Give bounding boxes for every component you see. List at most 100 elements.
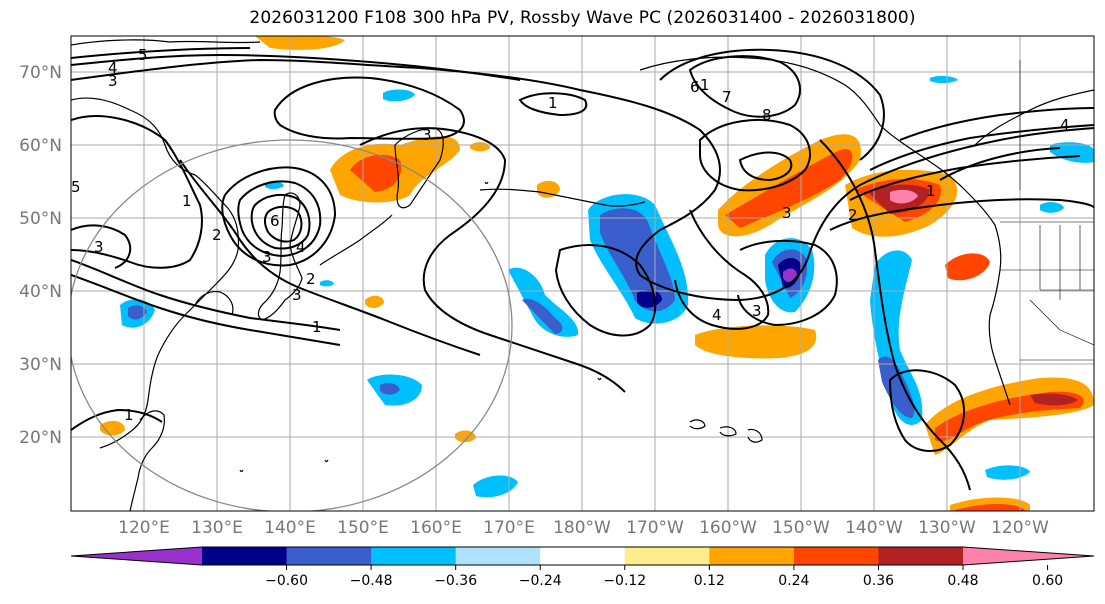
lon-label: 120°E	[118, 518, 170, 538]
contour-label: 3	[752, 302, 762, 320]
colorbar-swatch	[878, 547, 964, 565]
positive-anomaly	[955, 504, 1025, 511]
longitude-labels: 120°E 130°E 140°E 150°E 160°E 170°E 180°…	[118, 518, 1049, 538]
positive-anomaly	[695, 325, 817, 359]
philippines-coastline	[129, 410, 165, 511]
pv-contour	[71, 53, 521, 81]
colorbar-tick-label: 0.12	[694, 573, 725, 589]
map-frame	[70, 35, 1095, 512]
coastlines	[71, 39, 1094, 511]
contour-label: 3	[292, 286, 302, 304]
contour-label: 4	[296, 238, 306, 256]
pv-contour	[71, 259, 341, 331]
contour-labels: 5 4 3 1 1 2 3 3 6 4 3 2 1 1 8 7 6 4 3 4 …	[71, 46, 1070, 424]
lon-label: 170°W	[626, 518, 684, 538]
contour-label: 3	[422, 126, 432, 144]
colorbar-swatch	[793, 547, 879, 565]
pv-contour	[939, 147, 1061, 181]
colorbar-tick-label: −0.60	[265, 573, 308, 589]
contour-label: 4	[712, 306, 722, 324]
lat-label: 50°N	[19, 209, 62, 229]
colorbar-tick-label: −0.12	[603, 573, 646, 589]
lon-label: 140°E	[264, 518, 316, 538]
contour-label: 1	[182, 192, 192, 210]
contour-label: 8	[762, 106, 772, 124]
japan-coastline	[257, 192, 303, 321]
contour-label: 6	[270, 212, 280, 230]
contour-label: 5	[71, 178, 81, 196]
colorbar-tick-label: −0.36	[434, 573, 477, 589]
pv-contour	[699, 119, 811, 192]
colorbar-tick-label: 0.60	[1032, 573, 1063, 589]
map-title: 2026031200 F108 300 hPa PV, Rossby Wave …	[249, 8, 916, 28]
lon-label: 130°E	[191, 518, 243, 538]
colorbar-extension-high	[963, 547, 1094, 565]
colorbar-tick-label: 0.24	[778, 573, 809, 589]
lon-label: 150°E	[337, 518, 389, 538]
pv-contour	[829, 198, 1094, 231]
lon-label: 170°E	[483, 518, 535, 538]
lon-label: 150°W	[772, 518, 830, 538]
negative-anomaly	[930, 75, 958, 84]
colorbar-tick-label: 0.36	[863, 573, 894, 589]
colorbar-extension-low	[71, 547, 202, 565]
pv-contour	[738, 151, 793, 182]
positive-anomaly	[945, 253, 990, 281]
pv-contour	[518, 92, 588, 117]
negative-anomaly	[508, 267, 579, 337]
pv-contour	[359, 127, 626, 393]
negative-anomaly	[128, 305, 147, 320]
pv-contour	[273, 76, 465, 140]
lat-label: 30°N	[19, 355, 62, 375]
pacific-small-islands	[239, 181, 602, 473]
contour-label: 4	[108, 59, 118, 77]
negative-anomaly	[985, 465, 1030, 480]
pv-contour	[869, 124, 1094, 171]
positive-anomaly	[255, 36, 345, 50]
pv-contour	[554, 244, 657, 337]
pv-contour	[659, 48, 885, 161]
positive-anomaly	[470, 142, 490, 152]
hawaii-islands	[689, 419, 763, 443]
contour-label: 1	[548, 94, 558, 112]
lon-label: 180°W	[553, 518, 611, 538]
pv-contour	[849, 155, 1081, 201]
positive-anomaly	[1030, 393, 1078, 406]
negative-anomaly	[380, 382, 400, 395]
negative-anomaly	[1040, 202, 1064, 213]
negative-anomaly	[320, 280, 334, 287]
negative-anomaly	[878, 356, 915, 418]
pv-contour	[250, 193, 311, 250]
positive-anomaly	[365, 295, 384, 308]
pv-contour	[221, 166, 337, 267]
pv-contour	[71, 224, 132, 269]
lat-label: 70°N	[19, 63, 62, 83]
contour-label: 4	[1060, 116, 1070, 134]
contour-label: 3	[262, 248, 272, 266]
colorbar-swatch	[286, 547, 372, 565]
contour-label: 2	[848, 206, 858, 224]
contour-label: 1	[926, 182, 936, 200]
contour-label: 3	[782, 204, 792, 222]
negative-anomaly	[783, 268, 797, 282]
negative-anomaly	[522, 298, 563, 334]
pv-contour	[71, 408, 163, 431]
pv-contour	[237, 180, 322, 258]
pv-contour	[179, 159, 481, 356]
contour-label: 2	[212, 226, 222, 244]
colorbar-tick-label: −0.48	[350, 573, 393, 589]
positive-anomaly	[890, 189, 918, 204]
lon-label: 160°W	[699, 518, 757, 538]
pv-contour	[71, 115, 203, 269]
kuril-islands	[319, 214, 393, 266]
negative-anomaly	[870, 250, 923, 425]
colorbar-tick-label: 0.48	[947, 573, 978, 589]
contour-label: 7	[722, 88, 732, 106]
north-america-coastline	[974, 89, 1094, 146]
lat-label: 20°N	[19, 428, 62, 448]
pv-contour	[71, 47, 251, 59]
pv-contour	[737, 239, 838, 327]
pv-contour	[888, 369, 966, 452]
pv-contour	[899, 107, 1094, 141]
